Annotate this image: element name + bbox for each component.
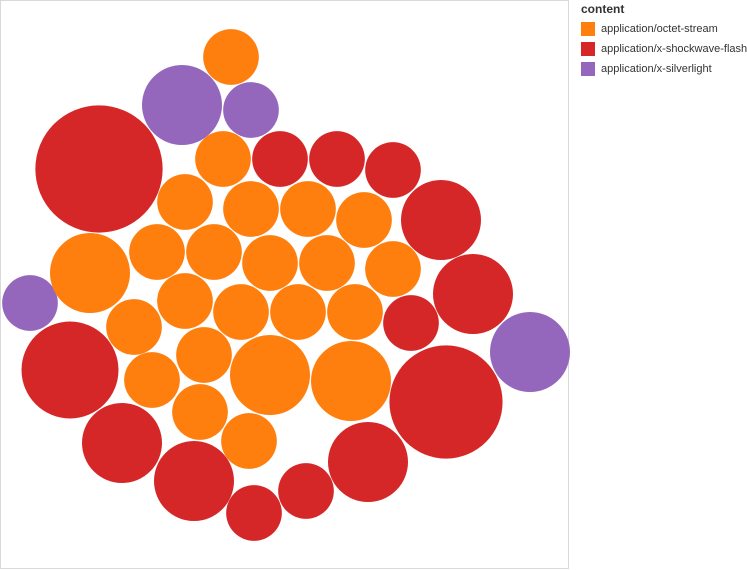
bubble-octet-stream[interactable] <box>106 299 162 355</box>
bubble-x-silverlight[interactable] <box>2 275 58 331</box>
bubble-octet-stream[interactable] <box>365 241 421 297</box>
bubble-octet-stream[interactable] <box>213 284 269 340</box>
bubble-x-silverlight[interactable] <box>490 312 570 392</box>
bubble-octet-stream[interactable] <box>157 174 213 230</box>
bubble-octet-stream[interactable] <box>242 235 298 291</box>
bubble-x-shockwave-flash[interactable] <box>433 254 513 334</box>
legend: content application/octet-stream applica… <box>581 2 747 79</box>
legend-swatch-silverlight <box>581 62 595 76</box>
bubble-octet-stream[interactable] <box>299 235 355 291</box>
bubble-x-shockwave-flash[interactable] <box>389 345 503 459</box>
legend-item-silverlight: application/x-silverlight <box>581 59 747 79</box>
legend-item-octet-stream: application/octet-stream <box>581 19 747 39</box>
bubble-x-silverlight[interactable] <box>223 82 279 138</box>
bubble-x-shockwave-flash[interactable] <box>383 295 439 351</box>
legend-swatch-octet-stream <box>581 22 595 36</box>
bubble-octet-stream[interactable] <box>50 233 130 313</box>
bubble-octet-stream[interactable] <box>270 284 326 340</box>
legend-title: content <box>581 2 625 16</box>
bubble-x-shockwave-flash[interactable] <box>252 131 308 187</box>
bubble-octet-stream[interactable] <box>124 352 180 408</box>
legend-label-silverlight: application/x-silverlight <box>601 63 712 75</box>
bubble-octet-stream[interactable] <box>327 284 383 340</box>
legend-label-octet-stream: application/octet-stream <box>601 23 718 35</box>
bubble-octet-stream[interactable] <box>195 131 251 187</box>
legend-item-shockwave-flash: application/x-shockwave-flash <box>581 39 747 59</box>
bubble-x-shockwave-flash[interactable] <box>154 441 234 521</box>
bubble-octet-stream[interactable] <box>311 341 391 421</box>
bubble-octet-stream[interactable] <box>223 181 279 237</box>
bubble-octet-stream[interactable] <box>230 335 310 415</box>
bubble-x-shockwave-flash[interactable] <box>365 142 421 198</box>
bubble-octet-stream[interactable] <box>157 273 213 329</box>
bubble-octet-stream[interactable] <box>129 224 185 280</box>
bubble-x-shockwave-flash[interactable] <box>309 131 365 187</box>
bubble-x-shockwave-flash[interactable] <box>226 485 282 541</box>
bubble-octet-stream[interactable] <box>280 181 336 237</box>
bubble-x-shockwave-flash[interactable] <box>328 422 408 502</box>
bubble-octet-stream[interactable] <box>172 384 228 440</box>
bubble-chart <box>2 29 570 541</box>
plot-area <box>0 0 570 569</box>
bubble-x-shockwave-flash[interactable] <box>278 463 334 519</box>
legend-swatch-shockwave-flash <box>581 42 595 56</box>
bubble-octet-stream[interactable] <box>221 413 277 469</box>
bubble-octet-stream[interactable] <box>336 192 392 248</box>
bubble-x-shockwave-flash[interactable] <box>82 403 162 483</box>
bubble-x-silverlight[interactable] <box>142 65 222 145</box>
bubble-x-shockwave-flash[interactable] <box>35 105 163 233</box>
bubble-octet-stream[interactable] <box>176 327 232 383</box>
bubble-octet-stream[interactable] <box>203 29 259 85</box>
legend-label-shockwave-flash: application/x-shockwave-flash <box>601 43 747 55</box>
bubble-octet-stream[interactable] <box>186 224 242 280</box>
bubble-x-shockwave-flash[interactable] <box>401 180 481 260</box>
bubble-x-shockwave-flash[interactable] <box>21 321 119 419</box>
